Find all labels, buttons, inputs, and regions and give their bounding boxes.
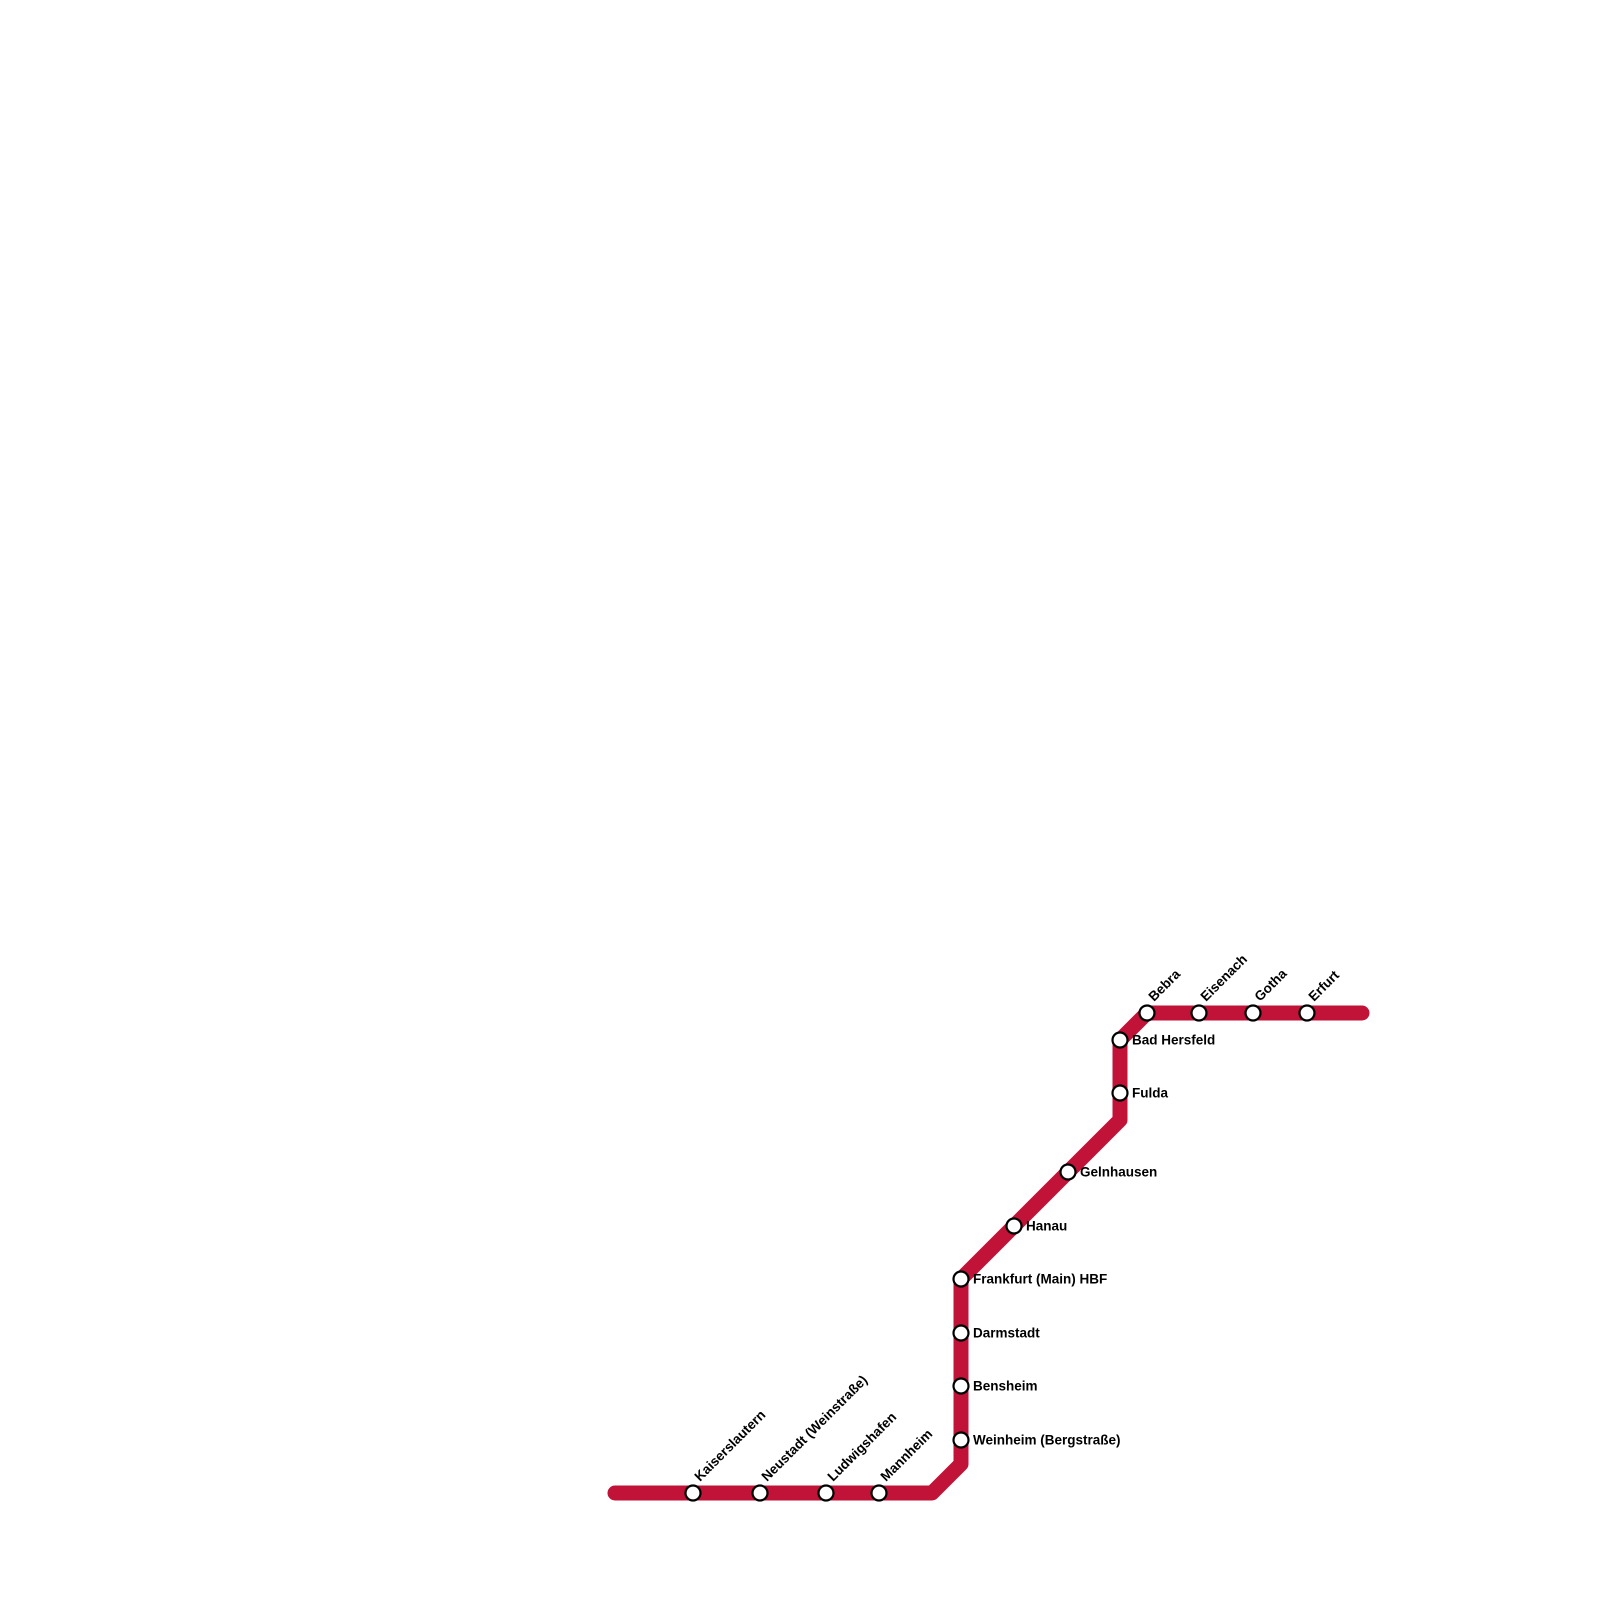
station-label: Neustadt (Weinstraße) — [759, 1372, 871, 1484]
station-label: Bebra — [1146, 966, 1184, 1004]
station-label: Eisenach — [1198, 952, 1251, 1005]
station-marker — [1298, 1004, 1316, 1022]
route-line — [607, 1005, 1370, 1501]
station-label: Weinheim (Bergstraße) — [973, 1433, 1121, 1448]
station-marker — [1111, 1031, 1129, 1049]
station-label: Gotha — [1252, 966, 1291, 1005]
station-marker — [952, 1377, 970, 1395]
station-label: Bad Hersfeld — [1132, 1033, 1215, 1048]
station-marker — [870, 1484, 888, 1502]
station-marker — [1111, 1084, 1129, 1102]
station-label: Mannheim — [878, 1426, 936, 1484]
station-marker — [1005, 1217, 1023, 1235]
station-marker — [1138, 1004, 1156, 1022]
station-label: Erfurt — [1306, 967, 1343, 1004]
station-marker — [1059, 1163, 1077, 1181]
station-marker — [952, 1270, 970, 1288]
station-marker — [684, 1484, 702, 1502]
station-marker — [952, 1324, 970, 1342]
station-label: Kaiserslautern — [692, 1407, 769, 1484]
station-label: Fulda — [1132, 1086, 1168, 1101]
station-label: Gelnhausen — [1080, 1165, 1157, 1180]
station-label: Frankfurt (Main) HBF — [973, 1272, 1107, 1287]
station-label: Hanau — [1026, 1219, 1067, 1234]
station-marker — [751, 1484, 769, 1502]
station-label: Bensheim — [973, 1379, 1038, 1394]
station-marker — [952, 1431, 970, 1449]
station-marker — [817, 1484, 835, 1502]
station-marker — [1244, 1004, 1262, 1022]
station-marker — [1190, 1004, 1208, 1022]
station-label: Darmstadt — [973, 1326, 1040, 1341]
